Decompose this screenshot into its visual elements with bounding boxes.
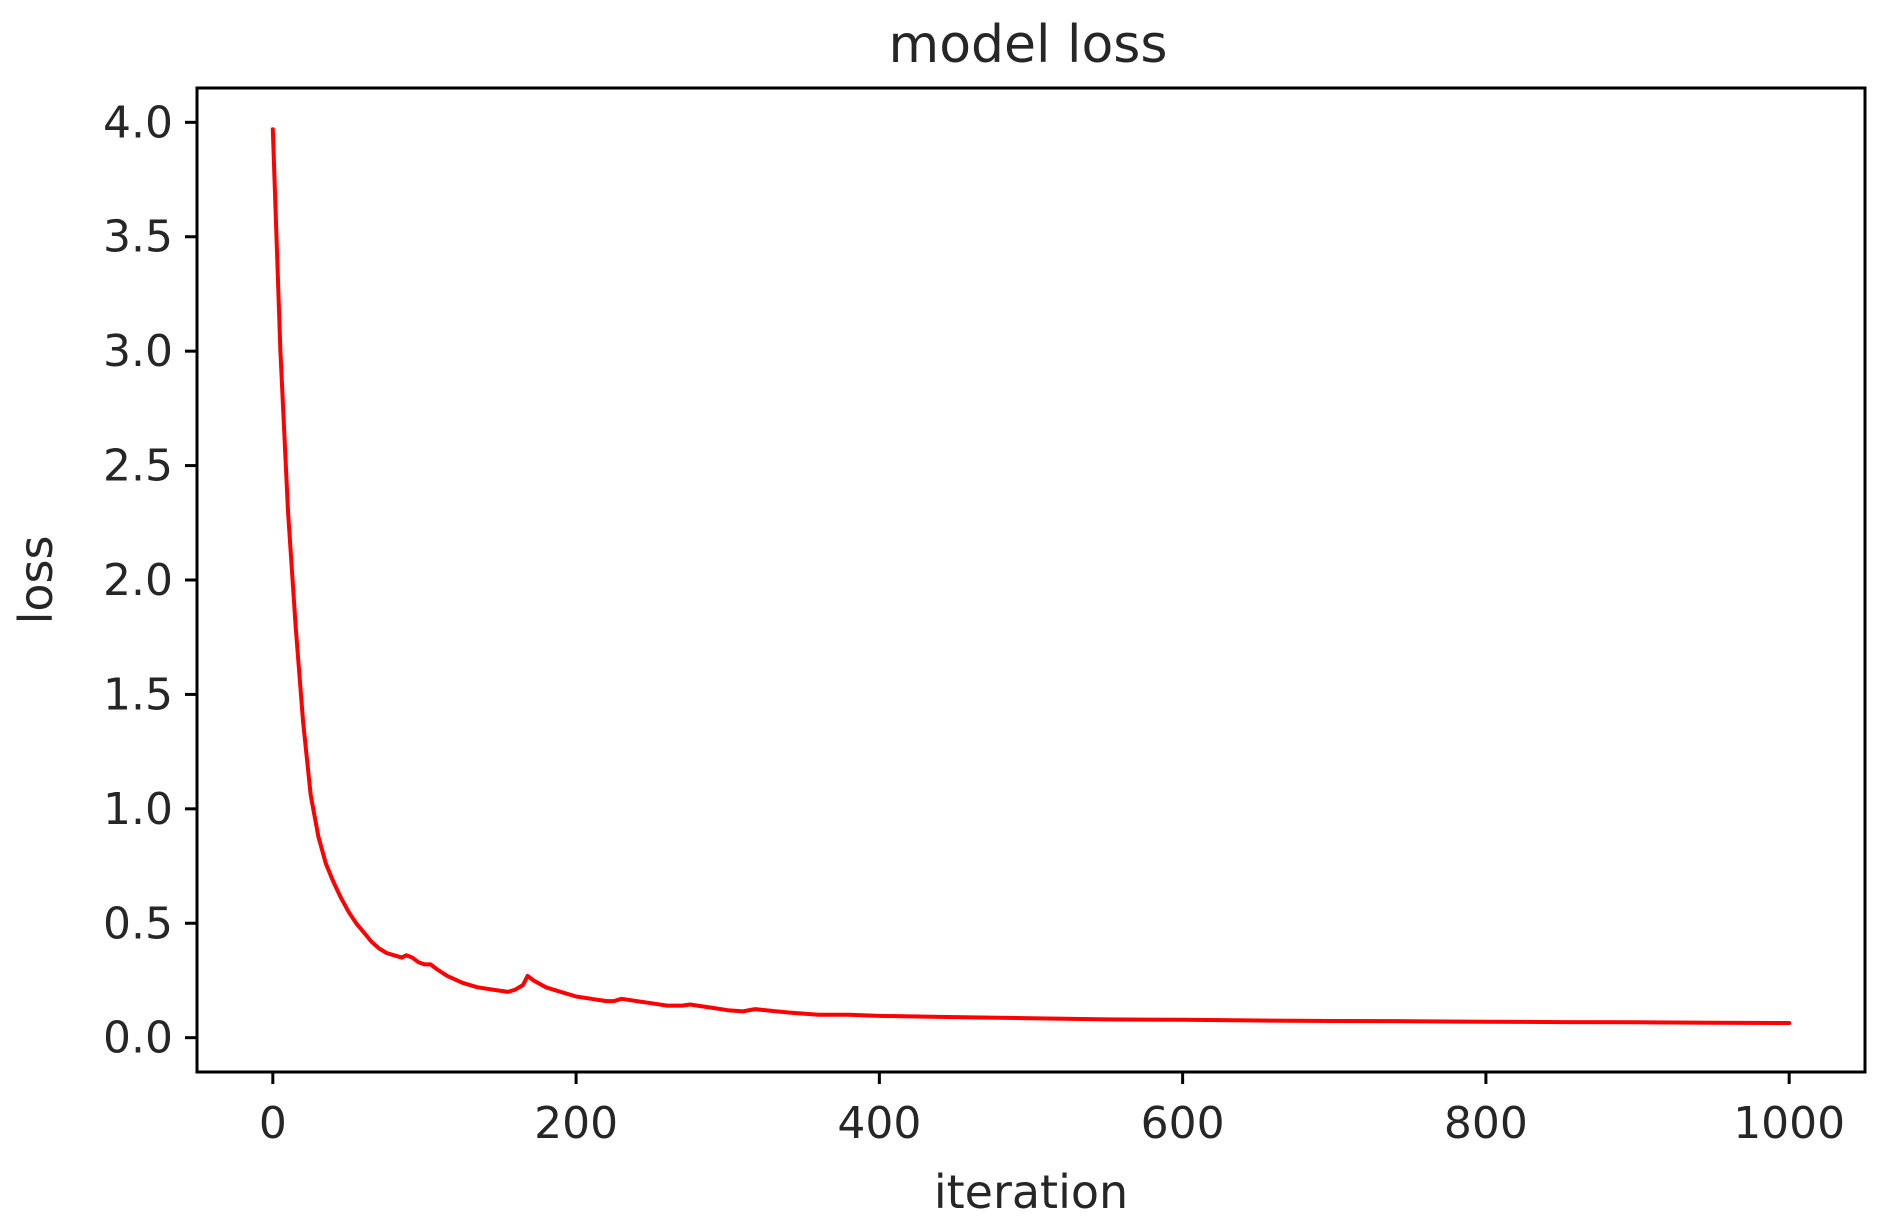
- y-tick-label: 2.5: [103, 441, 173, 492]
- x-tick-label: 800: [1444, 1098, 1528, 1149]
- y-axis-ticks: 0.0 0.5 1.0 1.5 2.0 2.5 3.0 3.5 4.0: [103, 97, 197, 1064]
- y-tick-label: 1.5: [103, 669, 173, 720]
- x-tick-label: 400: [837, 1098, 921, 1149]
- x-axis-label: iteration: [934, 1165, 1128, 1219]
- x-tick-label: 1000: [1733, 1098, 1845, 1149]
- x-axis-ticks: 0 200 400 600 800 1000: [259, 1072, 1845, 1149]
- chart-title: model loss: [889, 15, 1168, 75]
- y-tick-label: 0.5: [103, 898, 173, 949]
- x-tick-label: 0: [259, 1098, 287, 1149]
- y-axis-label: loss: [9, 536, 63, 625]
- y-tick-label: 1.0: [103, 784, 173, 835]
- x-tick-label: 600: [1141, 1098, 1225, 1149]
- plot-area-frame: [195, 86, 1867, 1074]
- series-layer: [270, 127, 1792, 1025]
- y-tick-label: 3.5: [103, 212, 173, 263]
- y-tick-label: 2.0: [103, 555, 173, 606]
- loss-series-line: [270, 127, 1792, 1025]
- y-tick-label: 4.0: [103, 97, 173, 148]
- y-tick-label: 3.0: [103, 326, 173, 377]
- y-tick-label: 0.0: [103, 1013, 173, 1064]
- x-tick-label: 200: [534, 1098, 618, 1149]
